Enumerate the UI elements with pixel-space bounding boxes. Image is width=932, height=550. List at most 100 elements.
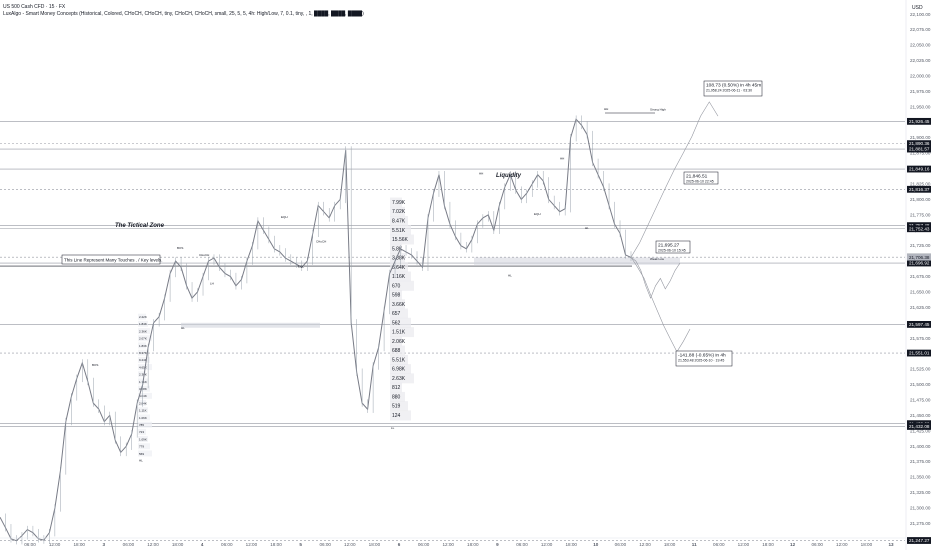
small-profile-label: 1.84K xyxy=(139,322,147,326)
time-tick: 3 xyxy=(103,542,106,547)
small-profile-label: 2.36K xyxy=(139,329,147,333)
small-profile-label: 2.38K xyxy=(139,373,147,377)
small-profile-label: 2.07K xyxy=(139,337,147,341)
time-tick: 06:00 xyxy=(713,542,725,547)
time-tick: 06:00 xyxy=(811,542,823,547)
price-tick: 21,975.00 xyxy=(910,89,931,94)
small-profile-label: 569 xyxy=(139,452,144,456)
small-profile-bar xyxy=(138,421,152,428)
small-profile-bar xyxy=(138,400,146,407)
volume-profile: 7.99K 7.02K 8.47K 5.51K 15.56K 5.8K 3.88K 6.64K… xyxy=(138,197,414,457)
volume-profile-label: 1.51K xyxy=(392,330,406,336)
time-tick: 12:00 xyxy=(836,542,848,547)
liquidity-zone xyxy=(474,257,680,265)
time-tick: 18:00 xyxy=(73,542,85,547)
structure-label: EQH xyxy=(281,215,288,219)
small-profile-label: 1.09K xyxy=(139,437,147,441)
currency-label: USD xyxy=(912,5,923,11)
volume-profile-label: 7.02K xyxy=(392,209,406,215)
price-tick: 21,775.00 xyxy=(910,212,931,217)
time-tick: 12:00 xyxy=(49,542,61,547)
callout-box xyxy=(683,171,719,185)
price-tick: 21,950.00 xyxy=(910,104,931,109)
price-badge xyxy=(907,185,931,193)
volume-profile-label: 657 xyxy=(392,311,401,317)
structure-label: HL xyxy=(508,274,512,278)
structure-label: EQL xyxy=(298,264,304,268)
time-tick: 06:00 xyxy=(516,542,528,547)
volume-profile-bar xyxy=(390,308,408,319)
time-tick: 18:00 xyxy=(565,542,577,547)
price-badge xyxy=(907,145,931,153)
price-badge-label: 21,849.16 xyxy=(909,167,930,172)
small-profile-bar xyxy=(138,349,148,356)
small-profile-label: 2.84K xyxy=(139,401,147,405)
time-tick: 18:00 xyxy=(270,542,282,547)
volume-profile-bar xyxy=(390,216,408,226)
volume-profile-bar xyxy=(390,382,402,393)
structure-label: BOS xyxy=(177,246,183,250)
callout-text: 21,958.24 2025-06-11 · 03:30 xyxy=(706,89,752,93)
time-tick: 06:00 xyxy=(418,542,430,547)
volume-profile-bar xyxy=(390,401,408,412)
price-badge-label: 21,752.43 xyxy=(909,226,930,231)
price-axis[interactable]: 22,100.00 22,075.00 22,050.00 22,025.00 22,0… xyxy=(905,0,931,550)
structure-labels: BOS HL BOS HL CHoCH LH EQH EQL CHoCH HH HL EQH HH HL H… xyxy=(92,107,608,463)
volume-profile-bar xyxy=(390,262,408,273)
price-tick: 21,400.00 xyxy=(910,444,931,449)
callout-text: 21,553.48 2025-06-10 · 19:45 xyxy=(678,359,724,363)
projection-down xyxy=(630,257,691,353)
structure-label: HH xyxy=(560,156,564,160)
time-tick: 6 xyxy=(398,542,401,547)
callout-box xyxy=(675,350,733,367)
callout-text: 2025-06-10 15:45 xyxy=(658,249,686,253)
structure-label: EQH xyxy=(534,212,541,216)
small-profile-label: 3.48K xyxy=(139,387,147,391)
time-tick: 18:00 xyxy=(861,542,873,547)
small-profile-label: 4.65K xyxy=(139,365,147,369)
price-badge-label: 21,926.45 xyxy=(909,119,930,124)
time-tick: 9 xyxy=(496,542,499,547)
time-tick: 06:00 xyxy=(221,542,233,547)
projection-up xyxy=(630,101,719,258)
volume-profile-bar xyxy=(390,391,405,402)
price-tick: 21,875.00 xyxy=(910,151,931,156)
small-profile-label: 779 xyxy=(139,445,144,449)
small-profile-bar xyxy=(138,342,146,349)
time-tick: 18:00 xyxy=(664,542,676,547)
price-badge-label: 21,551.01 xyxy=(909,351,930,356)
price-tick: 21,300.00 xyxy=(910,505,931,510)
small-profile-bar xyxy=(138,320,148,327)
price-tick: 21,325.00 xyxy=(910,490,931,495)
time-axis[interactable]: 06:00 12:00 18:00 3 06:00 12:00 18:00 4 06:00 12:… xyxy=(0,537,906,547)
price-badge xyxy=(907,140,931,148)
time-tick: 4 xyxy=(201,542,204,547)
volume-profile-label: 1.16K xyxy=(392,274,406,280)
volume-profile-label: 519 xyxy=(392,404,401,410)
structure-label: HL xyxy=(585,226,589,230)
time-tick: 12:00 xyxy=(541,542,553,547)
price-badge-label: 21,432.08 xyxy=(909,424,930,429)
volume-profile-bar xyxy=(390,271,411,282)
price-tick: 21,575.00 xyxy=(910,336,931,341)
small-profile-bar xyxy=(138,436,148,443)
volume-profile-label: 2.06K xyxy=(392,339,406,345)
structure-label: HL xyxy=(139,459,143,463)
callout-text: 108.73 (0.50%) in 4h 45m xyxy=(706,83,761,89)
small-profile-label: 1.06K xyxy=(139,416,147,420)
price-badge-label: 21,816.37 xyxy=(909,187,930,192)
price-tick: 22,075.00 xyxy=(910,27,931,32)
annotations: The Tictical Zone Liquidity This Line Repr… xyxy=(61,80,763,367)
structure-label: CHoCH xyxy=(199,253,209,257)
volume-profile-bar xyxy=(390,364,411,375)
small-profile-bar xyxy=(138,356,150,363)
volume-profile-label: 7.99K xyxy=(392,200,406,206)
small-profile-bar xyxy=(138,313,146,320)
time-tick: 13 xyxy=(888,542,894,547)
structure-label: HH xyxy=(479,172,483,176)
price-badge-label: 21,597.45 xyxy=(909,322,930,327)
volume-profile-bar xyxy=(390,354,408,365)
price-tick: 21,450.00 xyxy=(910,413,931,418)
